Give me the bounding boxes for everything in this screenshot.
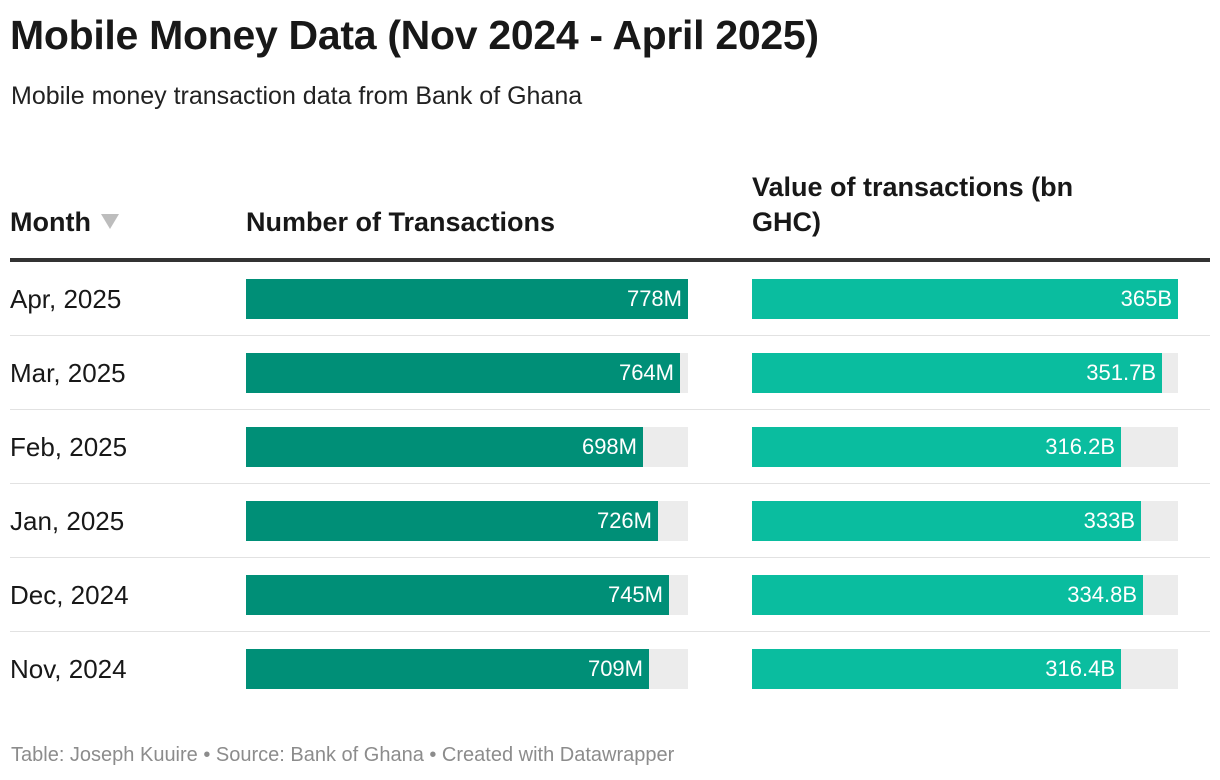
value-bar: 316.2B: [752, 427, 1121, 467]
month-cell: Mar, 2025: [10, 358, 126, 388]
month-cell: Jan, 2025: [10, 506, 125, 536]
value-bar-track: 365B: [752, 279, 1178, 319]
value-bar: 365B: [752, 279, 1178, 319]
number-bar-label: 778M: [626, 286, 682, 311]
number-bar-label: 698M: [581, 434, 637, 459]
table-row: Mar, 2025 764M 351.7B: [10, 336, 1210, 410]
value-bar-track: 333B: [752, 501, 1178, 541]
sort-descending-icon[interactable]: [100, 214, 119, 230]
number-bar: 709M: [246, 649, 649, 689]
value-bar: 333B: [752, 501, 1141, 541]
value-bar-label: 333B: [1083, 508, 1135, 533]
column-header-month-label: Month: [10, 206, 91, 237]
number-bar-label: 764M: [618, 360, 674, 385]
table-row: Apr, 2025 778M 365B: [10, 262, 1210, 336]
chart-title: Mobile Money Data (Nov 2024 - April 2025…: [10, 12, 819, 58]
value-bar: 334.8B: [752, 575, 1143, 615]
number-bar: 698M: [246, 427, 643, 467]
value-bar: 316.4B: [752, 649, 1121, 689]
number-bar-track: 778M: [246, 279, 688, 319]
number-bar-track: 726M: [246, 501, 688, 541]
number-bar-track: 764M: [246, 353, 688, 393]
table-row: Feb, 2025 698M 316.2B: [10, 410, 1210, 484]
value-bar: 351.7B: [752, 353, 1162, 393]
number-bar-track: 745M: [246, 575, 688, 615]
column-header-month[interactable]: Month: [10, 205, 119, 240]
number-bar-label: 709M: [587, 656, 643, 681]
month-cell: Nov, 2024: [10, 654, 127, 684]
value-bar-label: 316.2B: [1045, 434, 1115, 459]
data-table: Month Number of Transactions Value of tr…: [10, 168, 1210, 705]
value-bar-label: 316.4B: [1045, 656, 1115, 681]
chart-subtitle: Mobile money transaction data from Bank …: [11, 82, 583, 110]
table-row: Dec, 2024 745M 334.8B: [10, 558, 1210, 632]
number-bar-track: 698M: [246, 427, 688, 467]
month-cell: Dec, 2024: [10, 580, 129, 610]
value-bar-label: 351.7B: [1086, 360, 1156, 385]
number-bar-label: 726M: [596, 508, 652, 533]
column-header-value[interactable]: Value of transactions (bn GHC): [752, 171, 1074, 237]
value-bar-track: 334.8B: [752, 575, 1178, 615]
table-row: Nov, 2024 709M 316.4B: [10, 632, 1210, 705]
number-bar: 764M: [246, 353, 680, 393]
number-bar-track: 709M: [246, 649, 688, 689]
value-bar-track: 316.4B: [752, 649, 1178, 689]
table-body: Apr, 2025 778M 365B Mar, 2025 764M 351.7B Feb,…: [10, 262, 1210, 705]
number-bar: 745M: [246, 575, 669, 615]
table-header: Month Number of Transactions Value of tr…: [10, 168, 1210, 262]
value-bar-label: 365B: [1120, 286, 1172, 311]
value-bar-track: 351.7B: [752, 353, 1178, 393]
column-header-number[interactable]: Number of Transactions: [246, 206, 556, 237]
number-bar: 726M: [246, 501, 658, 541]
chart-footer: Table: Joseph Kuuire • Source: Bank of G…: [11, 744, 675, 766]
month-cell: Feb, 2025: [10, 432, 128, 462]
table-row: Jan, 2025 726M 333B: [10, 484, 1210, 558]
month-cell: Apr, 2025: [10, 284, 122, 314]
value-bar-track: 316.2B: [752, 427, 1178, 467]
value-bar-label: 334.8B: [1067, 582, 1137, 607]
number-bar-label: 745M: [607, 582, 663, 607]
number-bar: 778M: [246, 279, 688, 319]
